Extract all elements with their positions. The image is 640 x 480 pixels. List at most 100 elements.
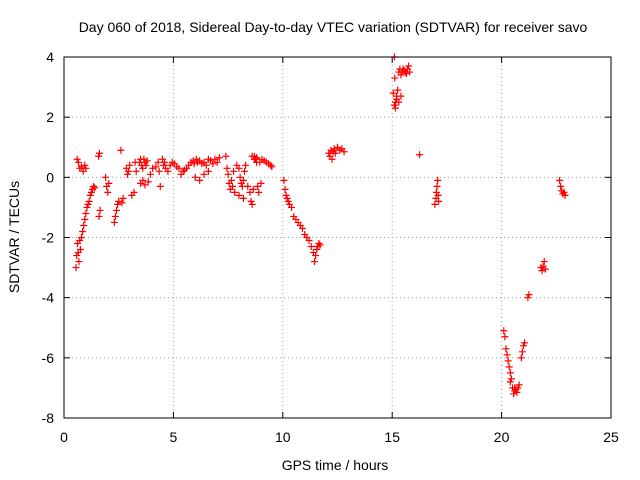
data-point — [191, 173, 199, 181]
data-point — [390, 101, 398, 109]
data-point — [228, 182, 236, 190]
data-point — [132, 167, 140, 175]
data-point — [235, 191, 243, 199]
data-point — [104, 188, 112, 196]
data-point — [330, 145, 338, 153]
data-point — [200, 170, 208, 178]
data-point — [283, 194, 291, 202]
data-point — [113, 206, 121, 214]
data-point — [254, 182, 262, 190]
data-point — [164, 167, 172, 175]
data-point — [189, 157, 197, 165]
data-point — [114, 200, 122, 208]
x-tick-label: 0 — [60, 429, 68, 445]
data-point — [204, 167, 212, 175]
data-point — [431, 200, 439, 208]
data-point — [95, 149, 103, 157]
data-point — [506, 369, 514, 377]
data-point — [161, 158, 169, 166]
y-tick-label: -4 — [42, 290, 55, 306]
grid — [64, 57, 611, 418]
data-point — [394, 86, 402, 94]
data-point — [73, 155, 81, 163]
y-axis-label: SDTVAR / TECUs — [6, 181, 22, 293]
data-point — [248, 200, 256, 208]
data-point — [84, 200, 92, 208]
data-point — [102, 173, 110, 181]
data-point — [235, 164, 243, 172]
data-point — [110, 218, 118, 226]
data-point — [561, 191, 569, 199]
x-tick-label: 10 — [275, 429, 291, 445]
data-point — [253, 158, 261, 166]
data-point — [196, 176, 204, 184]
data-point — [434, 191, 442, 199]
x-tick-label: 15 — [384, 429, 400, 445]
data-point — [511, 384, 519, 392]
data-point — [85, 197, 93, 205]
axis-ticks: 0 5 10 15 20 25 -8 -6 -4 -2 0 2 4 — [42, 49, 619, 445]
data-point — [267, 161, 275, 169]
data-point — [281, 185, 289, 193]
data-point — [117, 146, 125, 154]
data-point — [307, 243, 315, 251]
data-point — [149, 164, 157, 172]
data-point — [146, 170, 154, 178]
data-point — [140, 155, 148, 163]
data-point — [142, 161, 150, 169]
data-point — [239, 194, 247, 202]
data-point — [86, 191, 94, 199]
data-point — [156, 182, 164, 190]
data-point — [91, 184, 99, 192]
data-point — [506, 378, 514, 386]
data-point — [76, 246, 84, 254]
data-point — [90, 182, 98, 190]
data-point — [268, 163, 276, 171]
data-points — [72, 53, 569, 398]
data-point — [75, 258, 83, 266]
data-point — [500, 327, 508, 335]
data-point — [541, 265, 549, 273]
data-point — [118, 199, 126, 207]
data-point — [402, 70, 410, 78]
data-point — [227, 176, 235, 184]
data-point — [284, 197, 292, 205]
data-point — [513, 388, 521, 396]
data-point — [246, 188, 254, 196]
y-tick-label: -2 — [42, 230, 55, 246]
data-point — [435, 197, 443, 205]
data-point — [525, 291, 533, 299]
data-point — [328, 155, 336, 163]
data-point — [111, 212, 119, 220]
data-point — [397, 71, 405, 79]
data-point — [391, 74, 399, 82]
data-point — [125, 167, 133, 175]
data-point — [503, 351, 511, 359]
data-point — [255, 188, 263, 196]
data-point — [139, 176, 147, 184]
data-point — [230, 167, 238, 175]
data-point — [78, 234, 86, 241]
data-point — [507, 375, 515, 383]
plot-frame — [63, 56, 612, 419]
data-point — [405, 62, 413, 70]
data-point — [519, 342, 527, 350]
data-point — [115, 197, 123, 205]
y-tick-label: -6 — [42, 350, 55, 366]
data-point — [257, 179, 265, 187]
data-point — [144, 178, 152, 186]
data-point — [95, 212, 103, 220]
data-point — [80, 221, 88, 229]
x-tick-label: 25 — [603, 429, 619, 445]
data-point — [244, 182, 252, 190]
data-point — [81, 161, 89, 169]
data-point — [78, 163, 86, 171]
data-point — [143, 157, 151, 165]
data-point — [280, 176, 288, 184]
data-point — [504, 357, 512, 365]
data-point — [247, 197, 255, 205]
data-point — [83, 203, 91, 211]
data-point — [95, 152, 103, 160]
data-point — [231, 188, 239, 196]
data-point — [209, 160, 217, 168]
